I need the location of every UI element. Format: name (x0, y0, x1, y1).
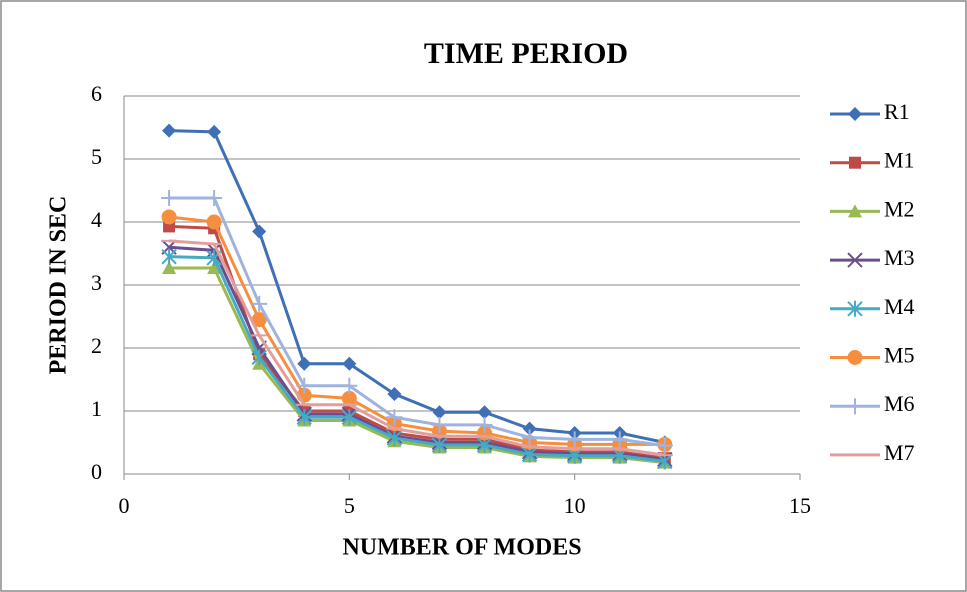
chart-title: TIME PERIOD (424, 37, 628, 70)
y-axis-label: PERIOD IN SEC (46, 196, 72, 375)
data-point (297, 356, 312, 371)
x-tick-label: 15 (789, 493, 811, 518)
legend-marker (847, 252, 863, 268)
legend-label: M1 (884, 148, 915, 173)
series-line (169, 129, 666, 444)
legend-marker (848, 107, 862, 121)
data-point (206, 190, 223, 207)
data-point (207, 260, 222, 274)
legend-marker (848, 204, 862, 218)
data-point (162, 123, 177, 138)
data-point (566, 431, 583, 448)
y-tick-label: 6 (91, 81, 102, 106)
data-point (656, 437, 673, 454)
x-tick-label: 10 (564, 493, 586, 518)
series-line (169, 266, 665, 465)
y-tick-label: 2 (91, 333, 102, 358)
data-point (431, 416, 448, 433)
legend-label: M7 (884, 440, 915, 465)
data-point (251, 295, 268, 312)
data-point (207, 124, 222, 139)
y-tick-label: 4 (91, 207, 102, 232)
series-line (169, 255, 665, 463)
legend-label: R1 (884, 99, 910, 124)
legend-marker (847, 350, 863, 365)
data-point (161, 248, 177, 265)
data-point (251, 349, 267, 366)
y-tick-label: 5 (91, 144, 102, 169)
x-tick-label: 5 (344, 493, 355, 518)
data-point (611, 431, 628, 448)
y-tick-label: 1 (91, 396, 102, 421)
data-point (431, 437, 448, 454)
data-point (251, 312, 267, 328)
data-point (341, 390, 357, 406)
legend-marker (847, 300, 863, 317)
data-point (477, 405, 492, 420)
y-tick-label: 0 (91, 459, 102, 484)
data-point (206, 214, 222, 230)
data-point (522, 421, 537, 436)
data-point (162, 260, 177, 274)
data-point (161, 190, 178, 207)
y-tick-label: 3 (91, 270, 102, 295)
data-point (386, 409, 403, 426)
data-point (161, 209, 177, 225)
x-axis-label: NUMBER OF MODES (342, 535, 581, 561)
legend-label: M4 (884, 294, 915, 319)
x-tick-label: 0 (119, 493, 130, 518)
data-point (342, 356, 357, 371)
data-point (341, 409, 358, 426)
data-point (341, 377, 358, 394)
legend-marker (849, 156, 861, 169)
data-point (386, 430, 403, 447)
data-point (521, 429, 538, 446)
legend-label: M2 (884, 196, 915, 221)
data-point (432, 405, 447, 420)
legend-marker (847, 398, 863, 415)
legend-label: M3 (884, 245, 915, 270)
data-point (296, 377, 313, 394)
data-point (296, 409, 312, 426)
legend-label: M5 (884, 343, 915, 368)
data-point (476, 416, 493, 433)
legend-label: M6 (884, 391, 915, 416)
series-line (168, 245, 665, 461)
data-point (252, 224, 267, 239)
data-point (387, 386, 402, 401)
